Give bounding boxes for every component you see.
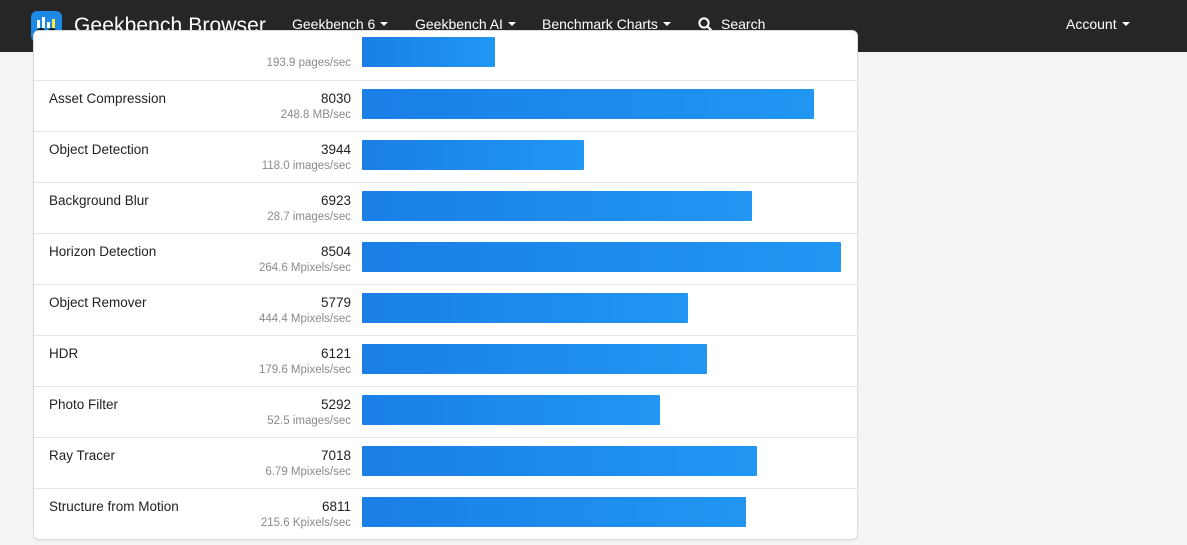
nav-benchmark-charts-label: Benchmark Charts — [542, 16, 658, 32]
score-bar — [362, 446, 757, 476]
score-bar — [362, 140, 584, 170]
row-score: 8030 — [320, 91, 351, 106]
table-row: Structure from Motion 6811 215.6 Kpixels… — [34, 488, 857, 539]
search-icon — [698, 17, 713, 35]
score-bar — [362, 242, 841, 272]
row-score: 3944 — [320, 142, 351, 157]
score-bar — [362, 497, 746, 527]
nav-geekbench-ai-label: Geekbench AI — [415, 16, 503, 32]
chevron-down-icon — [662, 22, 671, 26]
row-name: Object Remover — [49, 295, 147, 310]
score-bar — [362, 293, 688, 323]
row-name: Asset Compression — [49, 91, 167, 106]
row-name: Horizon Detection — [49, 244, 157, 259]
nav-benchmark-charts-dropdown[interactable]: Benchmark Charts — [542, 16, 671, 32]
score-bar — [362, 191, 752, 221]
nav-search[interactable]: Search — [698, 16, 765, 35]
row-score: 6121 — [320, 346, 351, 361]
row-score: 6923 — [320, 193, 351, 208]
chevron-down-icon — [1121, 22, 1130, 26]
row-name: Structure from Motion — [49, 499, 179, 514]
row-throughput: 52.5 images/sec — [267, 415, 351, 427]
score-bar — [362, 37, 495, 67]
row-name: Background Blur — [49, 193, 149, 208]
row-score: 5779 — [320, 295, 351, 310]
row-score: 5292 — [320, 397, 351, 412]
row-name: Object Detection — [49, 142, 149, 157]
row-score: 7018 — [320, 448, 351, 463]
chevron-down-icon — [380, 22, 389, 26]
table-row: Horizon Detection 8504 264.6 Mpixels/sec — [34, 233, 857, 284]
row-throughput: 193.9 pages/sec — [266, 57, 351, 69]
table-row: Object Detection 3944 118.0 images/sec — [34, 131, 857, 182]
nav-account-label: Account — [1066, 16, 1117, 32]
row-throughput: 444.4 Mpixels/sec — [258, 313, 351, 325]
row-score: 8504 — [320, 244, 351, 259]
row-throughput: 28.7 images/sec — [267, 211, 351, 223]
benchmark-results-card: 193.9 pages/sec Asset Compression 8030 2… — [33, 30, 858, 540]
table-row: Object Remover 5779 444.4 Mpixels/sec — [34, 284, 857, 335]
nav-search-label: Search — [721, 16, 766, 32]
table-row: Photo Filter 5292 52.5 images/sec — [34, 386, 857, 437]
row-score: 6811 — [321, 499, 351, 514]
row-throughput: 179.6 Mpixels/sec — [258, 364, 351, 376]
row-throughput: 118.0 images/sec — [261, 160, 351, 172]
row-name: Ray Tracer — [49, 448, 116, 463]
nav-geekbench-ai-dropdown[interactable]: Geekbench AI — [415, 16, 516, 32]
chevron-down-icon — [507, 22, 516, 26]
table-row: Asset Compression 8030 248.8 MB/sec — [34, 80, 857, 131]
row-name: HDR — [49, 346, 79, 361]
table-row: Ray Tracer 7018 6.79 Mpixels/sec — [34, 437, 857, 488]
nav-account-dropdown[interactable]: Account — [1066, 16, 1130, 32]
score-bar — [362, 89, 814, 119]
row-throughput: 248.8 MB/sec — [280, 109, 351, 121]
nav-geekbench-6-label: Geekbench 6 — [292, 16, 376, 32]
row-throughput: 6.79 Mpixels/sec — [265, 466, 351, 478]
score-bar — [362, 395, 660, 425]
table-row: HDR 6121 179.6 Mpixels/sec — [34, 335, 857, 386]
table-row: 193.9 pages/sec — [34, 31, 857, 80]
row-throughput: 264.6 Mpixels/sec — [258, 262, 351, 274]
row-throughput: 215.6 Kpixels/sec — [260, 517, 351, 529]
row-name: Photo Filter — [49, 397, 119, 412]
table-row: Background Blur 6923 28.7 images/sec — [34, 182, 857, 233]
score-bar — [362, 344, 707, 374]
nav-geekbench-6-dropdown[interactable]: Geekbench 6 — [292, 16, 389, 32]
